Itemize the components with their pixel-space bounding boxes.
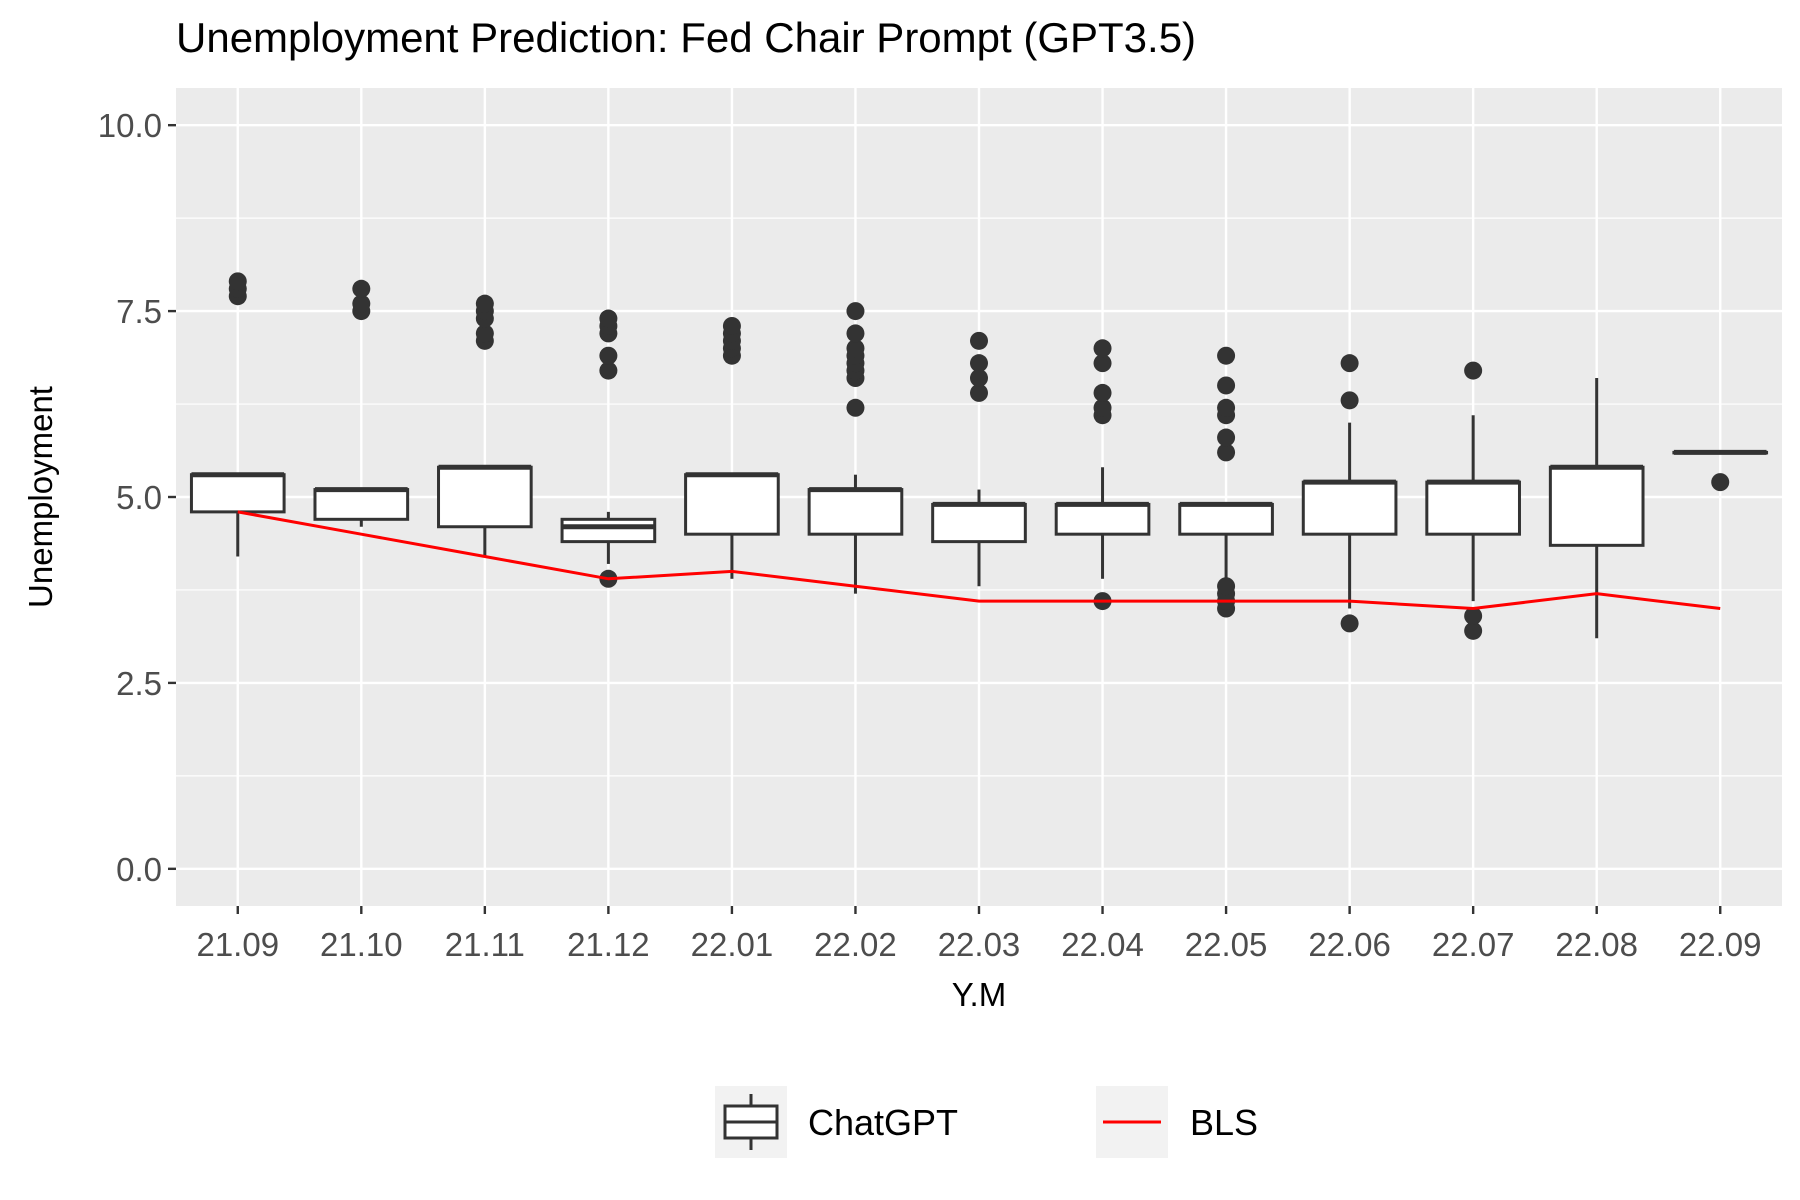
outlier-point — [846, 324, 865, 343]
outlier-point — [475, 324, 494, 343]
boxplot-series — [189, 272, 1769, 640]
outlier-point — [846, 339, 865, 358]
x-tick-label: 22.02 — [814, 926, 897, 963]
y-tick-label: 2.5 — [116, 665, 162, 702]
box-body — [1301, 480, 1398, 536]
outlier-point — [846, 398, 865, 417]
box-body — [1548, 465, 1645, 547]
bls-line — [237, 510, 1721, 611]
box-body — [1178, 502, 1274, 536]
box-22.09 — [1672, 449, 1769, 492]
outlier-point — [1711, 473, 1730, 492]
outlier-point — [1217, 346, 1236, 365]
y-tick-label: 5.0 — [116, 479, 162, 516]
outlier-point — [1093, 398, 1112, 417]
box-body — [684, 473, 780, 536]
box-22.02 — [807, 302, 904, 594]
outlier-point — [599, 346, 618, 365]
outlier-point — [1217, 398, 1236, 417]
outlier-point — [228, 272, 247, 291]
box-body — [437, 465, 533, 529]
outlier-point — [1340, 391, 1359, 410]
x-tick-label: 22.03 — [938, 926, 1021, 963]
x-tick-label: 21.10 — [320, 926, 403, 963]
outlier-point — [352, 294, 371, 313]
box-22.07 — [1425, 361, 1521, 640]
x-tick-label: 22.04 — [1061, 926, 1144, 963]
box-21.11 — [437, 294, 533, 557]
outlier-point — [1464, 621, 1483, 640]
outlier-point — [1217, 577, 1236, 596]
x-tick-label: 22.05 — [1185, 926, 1268, 963]
y-tick-label: 7.5 — [116, 293, 162, 330]
box-21.09 — [189, 272, 286, 557]
y-tick-label: 0.0 — [116, 851, 162, 888]
x-tick-label: 21.12 — [567, 926, 650, 963]
legend-label-chatgpt: ChatGPT — [808, 1102, 958, 1143]
outlier-point — [1340, 354, 1359, 373]
outlier-point — [1217, 443, 1236, 462]
outlier-point — [599, 361, 618, 380]
box-22.04 — [1054, 339, 1151, 611]
x-axis: 21.09 21.10 21.11 21.12 22.01 22.02 22.03 22.04… — [196, 906, 1762, 963]
outlier-point — [970, 369, 988, 388]
outlier-point — [970, 354, 988, 373]
outlier-point — [970, 331, 988, 350]
outlier-point — [1093, 354, 1112, 373]
outlier-point — [475, 294, 494, 313]
box-body — [313, 488, 410, 521]
box-body — [1054, 502, 1151, 536]
y-axis-title: Unemployment — [22, 386, 59, 608]
outlier-point — [1464, 361, 1483, 380]
x-axis-title: Y.M — [952, 976, 1006, 1013]
outlier-point — [1340, 614, 1359, 633]
outlier-point — [599, 309, 618, 328]
box-21.10 — [313, 279, 410, 527]
y-tick-label: 10.0 — [98, 107, 162, 144]
x-tick-label: 21.09 — [196, 926, 279, 963]
x-tick-label: 22.01 — [691, 926, 774, 963]
legend: ChatGPT BLS — [715, 1086, 1258, 1158]
box-body — [931, 502, 1027, 544]
outlier-point — [1093, 339, 1112, 358]
box-body — [189, 473, 286, 514]
outlier-point — [722, 316, 741, 335]
outlier-point — [1217, 376, 1236, 395]
legend-label-bls: BLS — [1190, 1102, 1258, 1143]
x-tick-label: 22.06 — [1308, 926, 1391, 963]
box-22.05 — [1178, 346, 1274, 618]
outlier-point — [970, 383, 988, 402]
outlier-point — [352, 279, 371, 298]
outlier-point — [1464, 606, 1483, 625]
box-22.01 — [684, 316, 780, 579]
bls-line-series — [237, 510, 1721, 611]
box-21.12 — [560, 309, 657, 588]
outlier-point — [1093, 383, 1112, 402]
box-22.03 — [931, 331, 1027, 587]
box-22.06 — [1301, 354, 1398, 633]
y-axis: 0.0 2.5 5.0 7.5 10.0 — [98, 107, 176, 888]
x-tick-label: 22.07 — [1432, 926, 1515, 963]
box-22.08 — [1548, 378, 1645, 639]
x-tick-label: 21.11 — [445, 926, 525, 963]
box-body — [560, 517, 657, 544]
chart-title: Unemployment Prediction: Fed Chair Promp… — [176, 14, 1197, 61]
box-body — [807, 488, 904, 536]
x-tick-label: 22.09 — [1679, 926, 1762, 963]
x-tick-label: 22.08 — [1555, 926, 1638, 963]
box-body — [1425, 480, 1521, 536]
outlier-point — [846, 302, 865, 321]
outlier-point — [1217, 428, 1236, 447]
